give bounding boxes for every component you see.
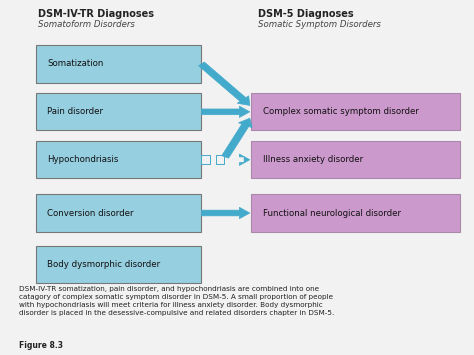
Text: Illness anxiety disorder: Illness anxiety disorder [263,155,363,164]
FancyBboxPatch shape [36,246,201,283]
Text: Functional neurological disorder: Functional neurological disorder [263,208,401,218]
Text: DSM-5 Diagnoses: DSM-5 Diagnoses [258,9,354,19]
Text: Complex somatic symptom disorder: Complex somatic symptom disorder [263,107,419,116]
Polygon shape [239,154,250,165]
Polygon shape [201,207,250,219]
FancyBboxPatch shape [36,194,201,231]
FancyBboxPatch shape [36,141,201,178]
Text: Somatoform Disorders: Somatoform Disorders [38,20,135,28]
FancyBboxPatch shape [251,93,460,130]
FancyBboxPatch shape [0,277,474,355]
Polygon shape [201,106,250,118]
Text: Hypochondriasis: Hypochondriasis [47,155,119,164]
FancyBboxPatch shape [36,45,201,83]
Text: Somatic Symptom Disorders: Somatic Symptom Disorders [258,20,381,28]
FancyBboxPatch shape [0,0,474,288]
Polygon shape [222,118,252,158]
FancyBboxPatch shape [251,194,460,231]
Text: Figure 8.3: Figure 8.3 [19,341,63,350]
Text: DSM-IV-TR Diagnoses: DSM-IV-TR Diagnoses [38,9,154,19]
FancyBboxPatch shape [36,93,201,130]
Text: Pain disorder: Pain disorder [47,107,103,116]
Polygon shape [199,62,250,105]
FancyBboxPatch shape [251,141,460,178]
Text: DSM-IV-TR somatization, pain disorder, and hypochondriasis are combined into one: DSM-IV-TR somatization, pain disorder, a… [19,286,334,316]
Text: Conversion disorder: Conversion disorder [47,208,134,218]
Text: Body dysmorphic disorder: Body dysmorphic disorder [47,260,161,269]
Text: Somatization: Somatization [47,59,104,69]
